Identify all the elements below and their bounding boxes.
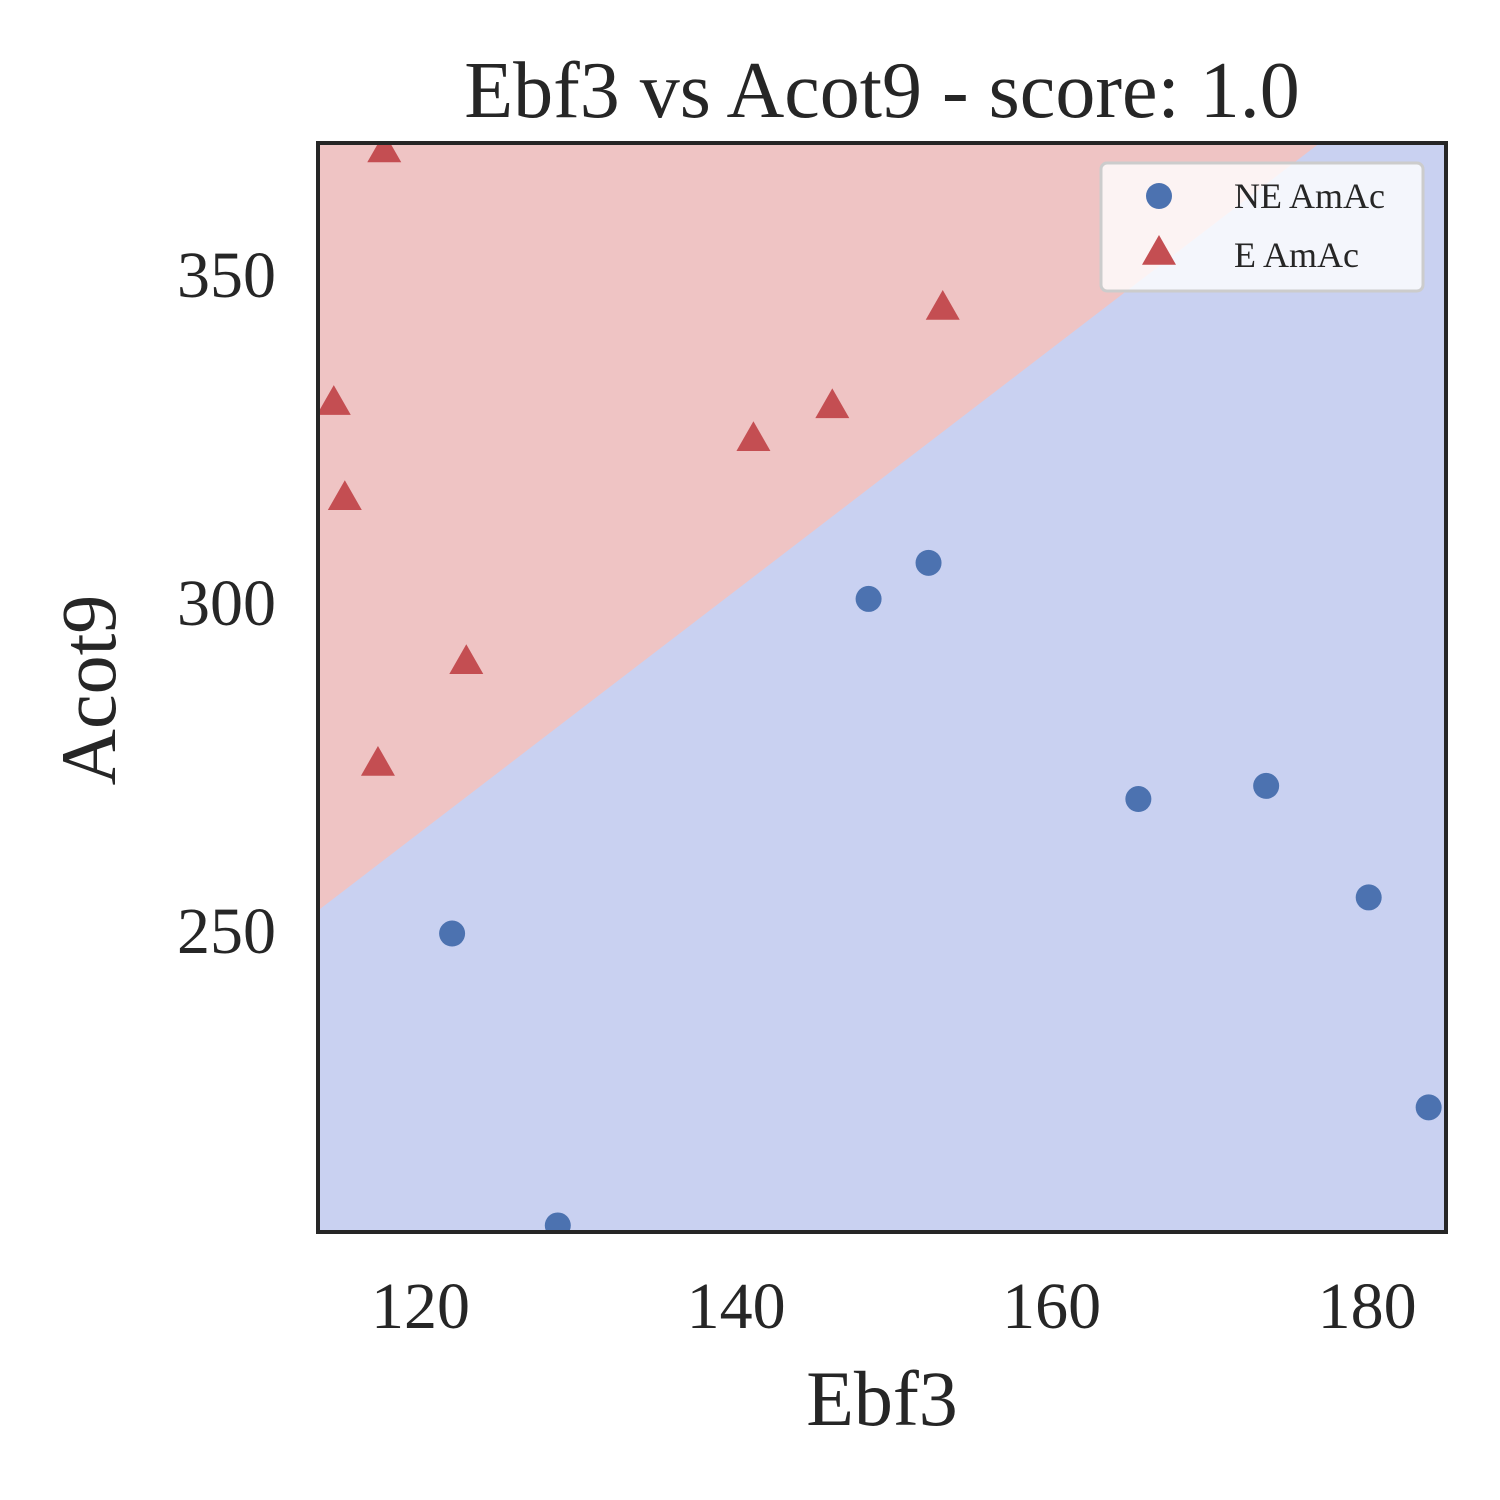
y-axis-ticks: 250 300 350 — [177, 239, 276, 968]
x-tick-label: 160 — [1002, 1270, 1101, 1343]
e-amac-point-4 — [449, 644, 484, 675]
ne-amac-point-5 — [1253, 772, 1280, 799]
ne-amac-point-0 — [439, 920, 466, 947]
legend-item: E AmAc — [1142, 235, 1359, 275]
ne-amac-point-1 — [544, 1212, 571, 1232]
ne-amac-point-6 — [1355, 884, 1382, 911]
x-tick-label: 180 — [1318, 1270, 1417, 1343]
legend-marker-triangle — [1142, 235, 1176, 265]
ne-amac-point-3 — [915, 549, 942, 576]
legend: NE AmAc E AmAc — [1099, 161, 1425, 293]
ne-amac-point-7 — [1415, 1094, 1442, 1121]
e-amac-point-6 — [815, 388, 850, 419]
e-amac-point-7 — [925, 290, 960, 320]
y-tick-label: 250 — [177, 895, 276, 968]
y-tick-label: 350 — [177, 239, 276, 312]
e-amac-point-1 — [318, 385, 351, 415]
legend-box — [1099, 161, 1425, 293]
legend-label: NE AmAc — [1234, 176, 1385, 216]
e-amac-point-0 — [367, 143, 402, 163]
legend-label: E AmAc — [1234, 235, 1359, 275]
x-axis-label: Ebf3 — [806, 1355, 958, 1442]
legend-item: NE AmAc — [1146, 176, 1385, 216]
y-tick-label: 300 — [177, 567, 276, 640]
decision-regions — [318, 143, 1446, 1232]
y-axis-label: Acot9 — [45, 595, 132, 786]
ne-amac-point-2 — [855, 585, 882, 612]
ne-amac-point-4 — [1125, 786, 1152, 813]
legend-marker-circle — [1146, 183, 1172, 209]
plot-frame — [316, 141, 1448, 1234]
e-amac-point-2 — [327, 480, 362, 511]
e-amac-point-3 — [360, 745, 395, 776]
e-amac-point-5 — [736, 421, 771, 451]
x-axis-ticks: 120 140 160 180 — [371, 1270, 1417, 1343]
data-points — [318, 143, 1442, 1232]
chart-title: Ebf3 vs Acot9 - score: 1.0 — [464, 47, 1299, 135]
region-e-amac — [318, 143, 1320, 911]
x-tick-label: 120 — [371, 1270, 470, 1343]
x-tick-label: 140 — [687, 1270, 786, 1343]
